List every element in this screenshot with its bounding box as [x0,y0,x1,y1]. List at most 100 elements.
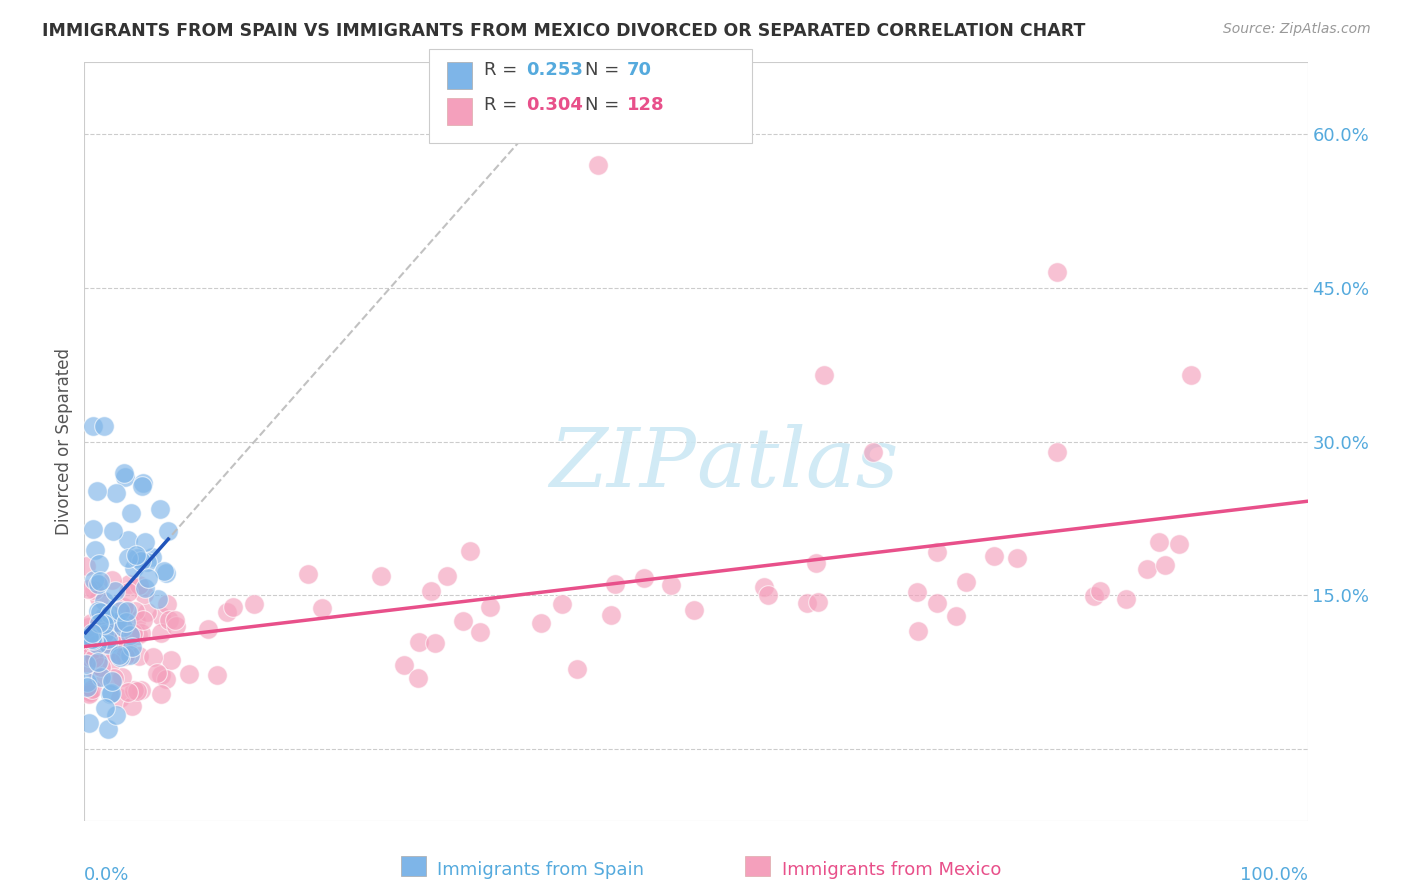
Point [128,649,150,664]
Point [122,683,145,698]
Point [600,607,623,622]
Point [82,419,104,434]
Point [83,645,105,659]
Point [1046,265,1069,279]
Point [215,605,238,619]
Point [117,640,139,655]
Point [117,685,139,699]
Point [146,665,169,680]
Point [76,675,98,690]
Point [75,558,97,573]
Point [77,582,100,597]
Point [586,158,609,172]
Point [87,577,110,591]
Point [112,637,135,651]
Point [565,662,588,676]
Point [82,681,104,696]
Point [148,592,170,607]
Text: N =: N = [585,96,624,114]
Point [152,564,174,578]
Point [370,569,392,583]
Point [111,670,134,684]
Point [131,683,153,698]
Point [118,577,141,591]
Text: Source: ZipAtlas.com: Source: ZipAtlas.com [1223,22,1371,37]
Point [470,624,492,639]
Point [134,587,156,601]
Text: 0.0%: 0.0% [84,866,129,884]
Text: N =: N = [585,61,624,78]
Text: 0.253: 0.253 [526,61,582,78]
Point [104,707,127,722]
Point [134,534,156,549]
Point [86,655,108,669]
Point [79,686,101,700]
Point [108,648,131,662]
Point [121,698,143,713]
Point [77,687,100,701]
Point [80,632,103,646]
Point [82,649,104,664]
Point [419,584,441,599]
Point [104,583,127,598]
Point [1083,590,1105,604]
Point [83,573,105,587]
Point [150,687,173,701]
Point [94,638,117,652]
Point [163,613,186,627]
Point [408,635,430,649]
Point [86,637,108,651]
Point [141,549,163,564]
Point [112,466,135,480]
Point [80,634,103,648]
Point [136,555,159,569]
Point [76,620,98,634]
Text: 128: 128 [627,96,665,114]
Point [100,685,122,699]
Point [156,597,179,611]
Point [89,591,111,606]
Point [89,605,111,619]
Point [1046,444,1069,458]
Point [458,543,481,558]
Y-axis label: Divorced or Separated: Divorced or Separated [55,348,73,535]
Point [157,614,180,628]
Point [121,640,143,654]
Point [117,584,139,599]
Point [77,715,100,730]
Point [136,605,159,619]
Point [155,672,177,686]
Point [87,615,110,630]
Point [125,551,148,566]
Point [87,629,110,643]
Point [983,549,1005,563]
Point [94,612,117,626]
Point [955,575,977,590]
Point [90,659,112,673]
Point [155,566,177,580]
Point [124,549,146,563]
Point [683,602,706,616]
Point [93,419,115,434]
Point [1088,584,1111,599]
Point [157,524,180,539]
Point [1180,368,1202,382]
Point [551,597,574,611]
Point [150,667,173,681]
Point [97,632,120,647]
Point [150,626,173,640]
Point [80,659,103,673]
Point [83,582,105,597]
Point [110,650,132,665]
Point [243,597,266,611]
Point [101,674,124,689]
Text: IMMIGRANTS FROM SPAIN VS IMMIGRANTS FROM MEXICO DIVORCED OR SEPARATED CORRELATIO: IMMIGRANTS FROM SPAIN VS IMMIGRANTS FROM… [42,22,1085,40]
Point [862,444,884,458]
Point [122,561,145,575]
Point [177,667,200,681]
Point [93,609,115,624]
Point [97,623,120,637]
Point [118,648,141,663]
Point [406,671,429,685]
Point [87,557,110,571]
